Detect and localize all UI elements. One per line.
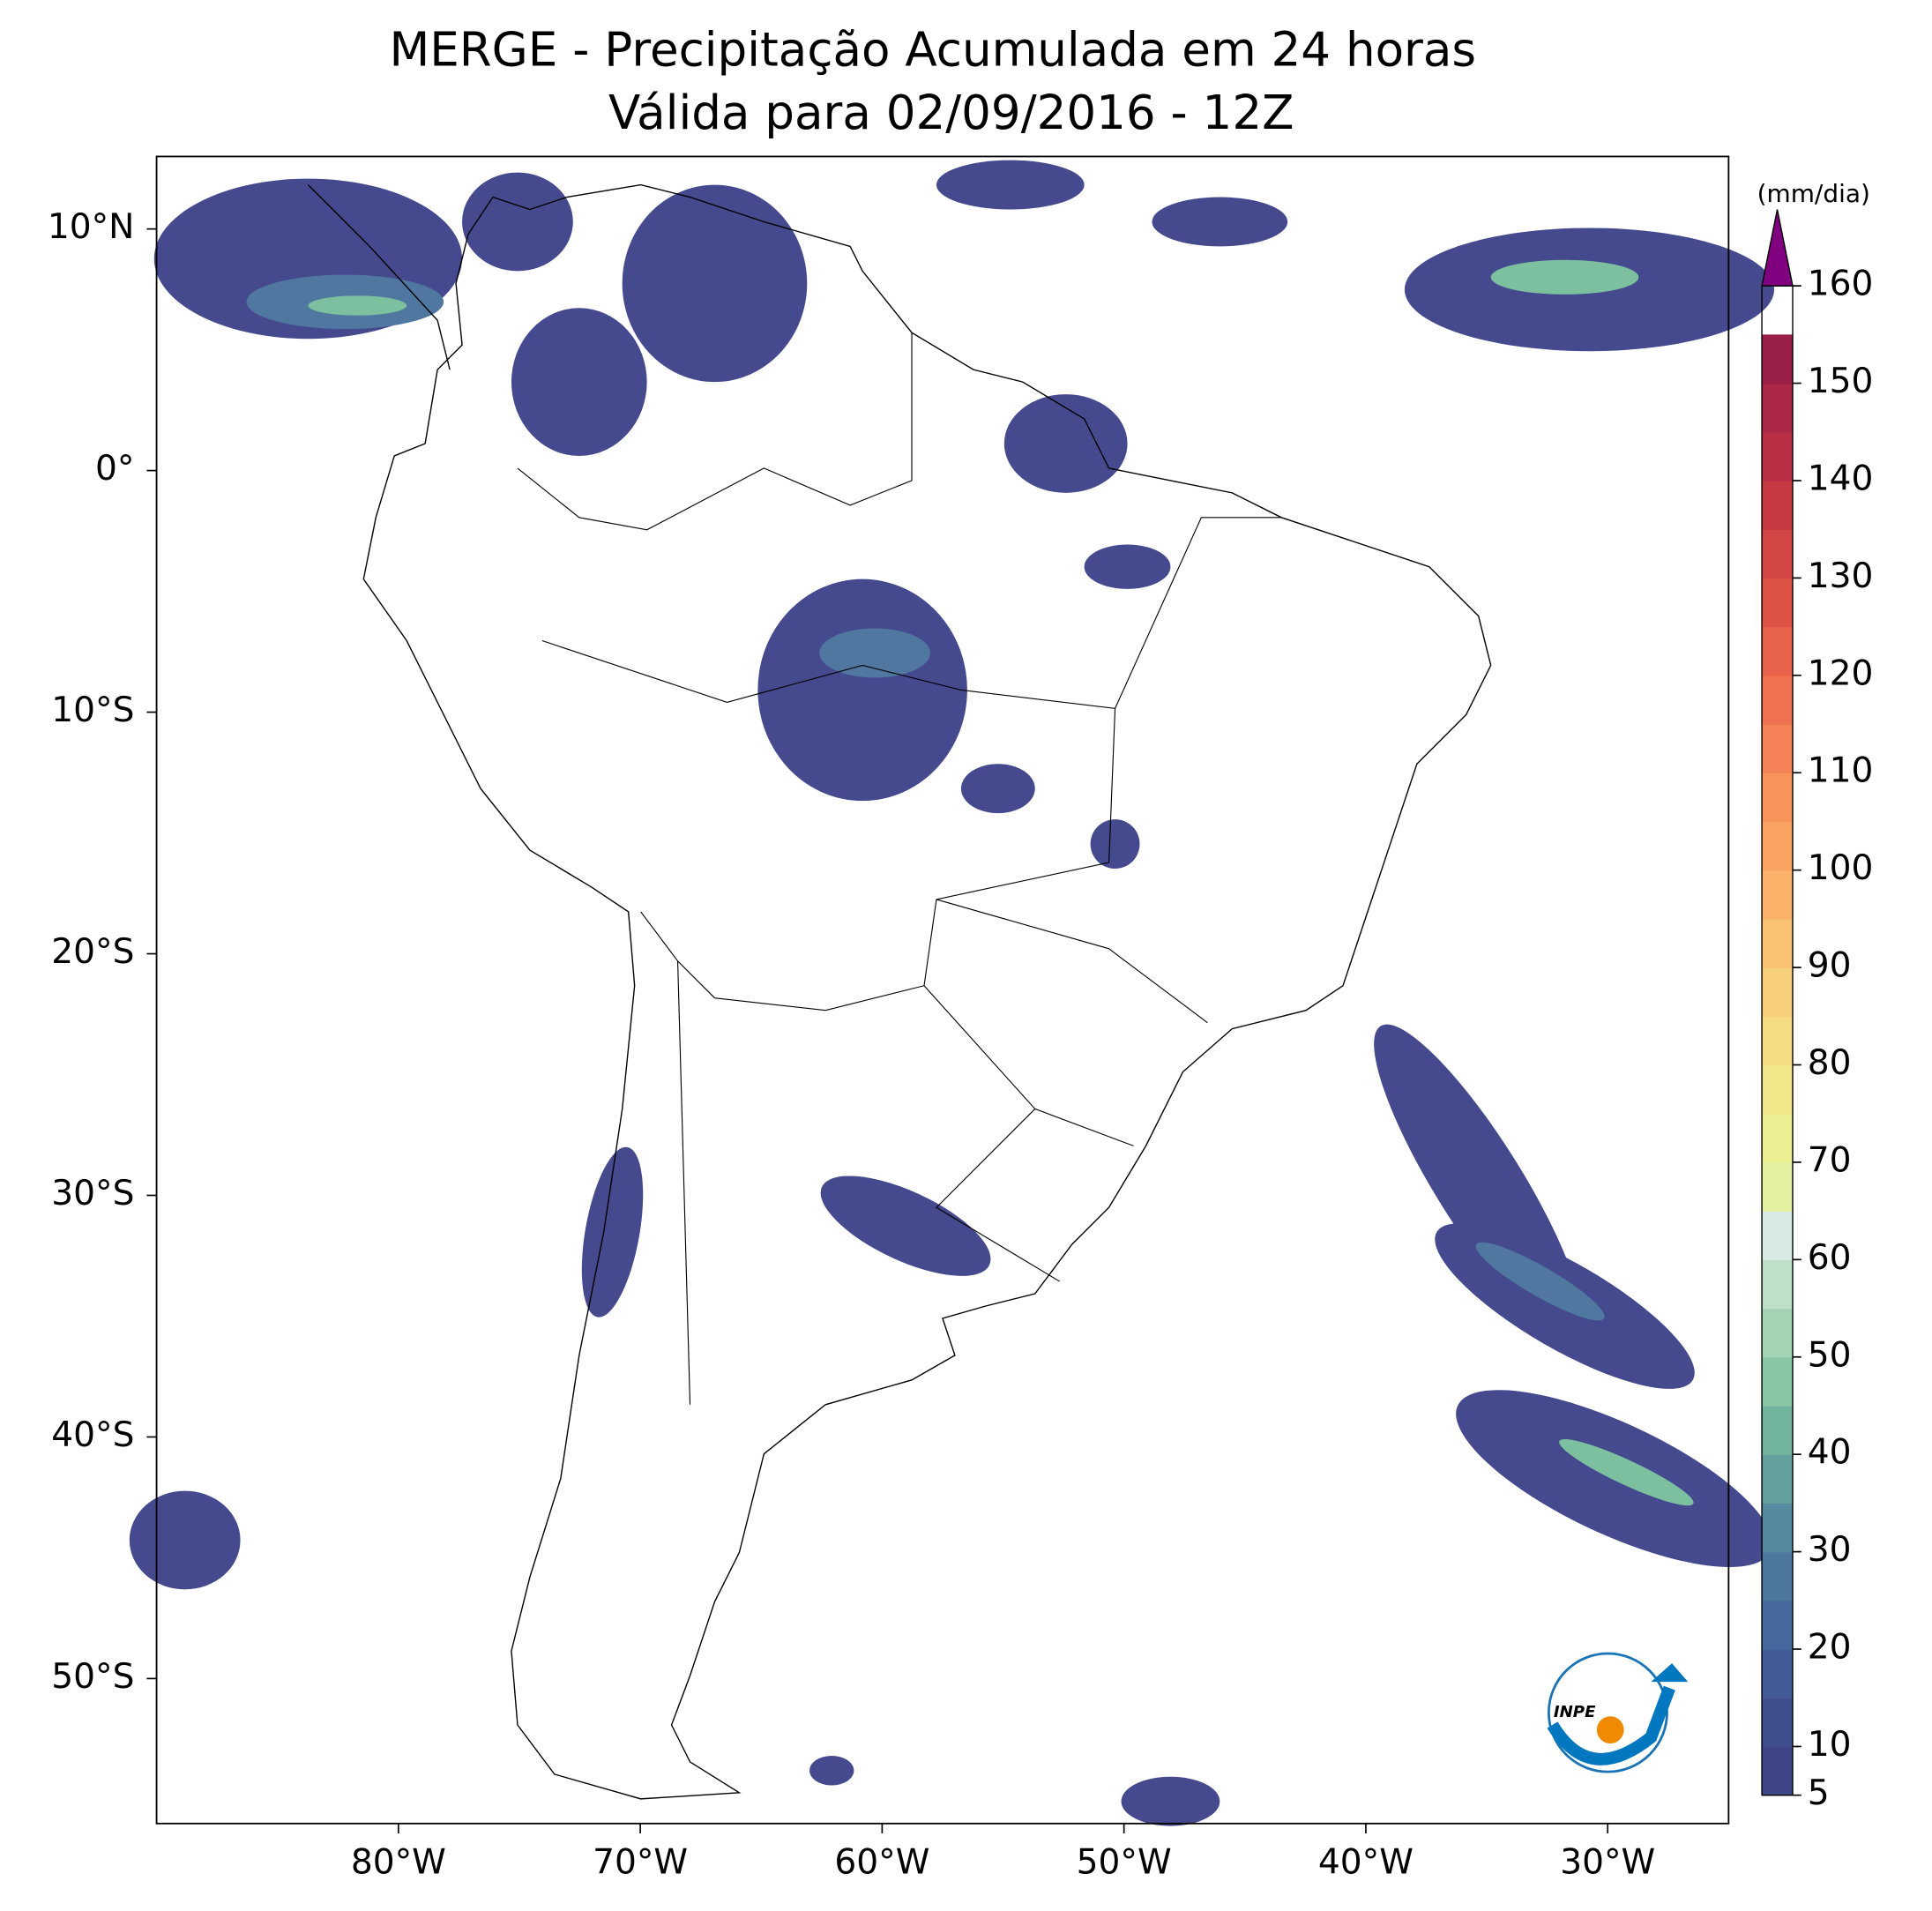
y-tick-label: 50°S [51,1657,134,1697]
colorbar-band [1762,1356,1793,1407]
colorbar-tick-label: 20 [1808,1628,1852,1668]
colorbar-tick-label: 5 [1808,1773,1830,1813]
logo-text: INPE [1554,1703,1596,1721]
colorbar-band [1762,529,1793,579]
subtitle: Válida para 02/09/2016 - 12Z [608,86,1294,140]
colorbar-band [1762,480,1793,530]
colorbar-band [1762,724,1793,773]
colorbar-band [1762,626,1793,676]
x-tick-label: 70°W [593,1842,688,1882]
colorbar-band [1762,1405,1793,1455]
colorbar-band [1762,967,1793,1017]
x-tick-label: 60°W [834,1842,929,1882]
map-frame [155,155,1730,1825]
colorbar-tick-label: 50 [1808,1335,1852,1375]
colorbar-band [1762,773,1793,823]
colorbar-band [1762,1503,1793,1553]
colorbar-frame [1761,285,1794,1796]
colorbar-tick-label: 30 [1808,1530,1852,1570]
colorbar-tick-label: 80 [1808,1043,1852,1083]
colorbar-band [1762,1454,1793,1504]
inpe-logo: INPE [1547,1652,1689,1773]
colorbar-band [1762,1211,1793,1261]
x-tick-label: 30°W [1560,1842,1655,1882]
x-tick-label: 40°W [1318,1842,1414,1882]
colorbar-tick-label: 140 [1808,459,1874,498]
colorbar-tick-label: 90 [1808,946,1852,986]
colorbar-tick-label: 10 [1808,1725,1852,1765]
colorbar-extend [1761,209,1794,287]
colorbar-band [1762,870,1793,920]
colorbar-tick-label: 110 [1808,751,1874,791]
precipitation-fields [129,160,1775,1826]
colorbar-band [1762,1600,1793,1650]
colorbar-band [1762,383,1793,433]
colorbar-band [1762,431,1793,481]
colorbar-band [1762,1746,1793,1796]
x-tick-label: 50°W [1077,1842,1172,1882]
colorbar-band [1762,918,1793,968]
colorbar-band [1762,675,1793,725]
colorbar-unit: (mm/dia) [1757,179,1870,208]
colorbar-band [1762,1551,1793,1601]
title: MERGE - Precipitação Acumulada em 24 hor… [389,23,1476,78]
colorbar-band [1762,1308,1793,1358]
colorbar-band [1762,1259,1793,1310]
colorbar-band [1762,1064,1793,1115]
y-tick-label: 20°S [51,932,134,972]
y-tick-label: 10°N [48,207,135,247]
colorbar-band [1762,1649,1793,1698]
colorbar-band [1762,1161,1793,1212]
colorbar-tick-label: 60 [1808,1238,1852,1278]
coastline [307,183,1492,1800]
x-tick-label: 80°W [351,1842,446,1882]
y-tick-label: 0° [95,449,134,489]
colorbar-tick-label: 40 [1808,1433,1852,1473]
borders [517,332,1282,1405]
y-tick-label: 40°S [51,1415,134,1455]
colorbar-tick-label: 120 [1808,653,1874,693]
colorbar-band [1762,578,1793,628]
colorbar-band [1762,1113,1793,1163]
colorbar-tick-label: 70 [1808,1140,1852,1180]
colorbar-band [1762,334,1793,384]
colorbar-tick-label: 150 [1808,362,1874,401]
colorbar: 5 10 20 30 40 50 60 70 80 90 100 110 120 130 140 150 160 [1761,209,1874,1813]
colorbar-band [1762,1698,1793,1748]
colorbar-band [1762,1016,1793,1066]
colorbar-tick-label: 160 [1808,265,1874,304]
colorbar-band [1762,821,1793,871]
y-tick-label: 30°S [51,1174,134,1213]
colorbar-tick-label: 100 [1808,848,1874,888]
colorbar-tick-label: 130 [1808,556,1874,596]
y-tick-label: 10°S [51,690,134,730]
